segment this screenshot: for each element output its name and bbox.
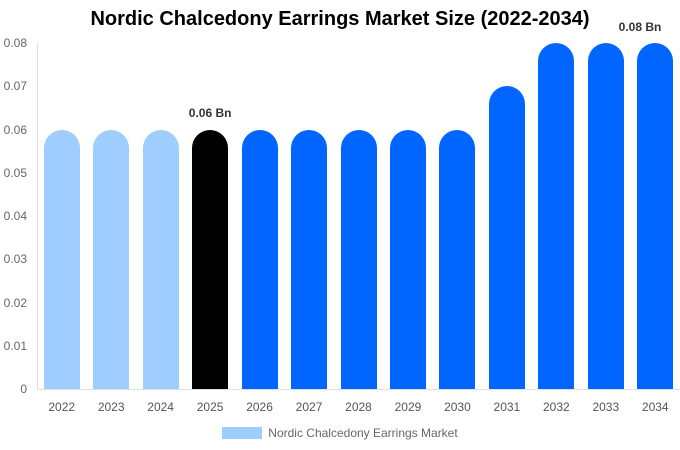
legend-swatch (222, 427, 263, 439)
x-tick-label: 2031 (493, 400, 521, 414)
y-tick-label: 0.05 (3, 165, 27, 180)
bar-2034[interactable] (637, 43, 674, 389)
x-tick-label: 2023 (97, 400, 125, 414)
bar-2026[interactable] (241, 129, 278, 389)
y-tick-label: 0.08 (3, 36, 27, 50)
x-tick-label: 2029 (394, 400, 422, 414)
y-tick-label: 0.07 (3, 79, 27, 94)
x-tick-label: 2025 (196, 400, 224, 414)
bar-2023[interactable] (93, 129, 130, 389)
bar-2022[interactable] (43, 129, 80, 389)
y-axis-line (37, 43, 38, 389)
x-tick-label: 2032 (542, 400, 570, 414)
x-tick-label: 2026 (246, 400, 273, 414)
bar-2032[interactable] (538, 43, 575, 389)
x-tick-label: 2027 (295, 400, 323, 414)
y-tick-label: 0.04 (3, 209, 27, 223)
bar-2029[interactable] (389, 129, 426, 389)
bar-2033[interactable] (587, 43, 624, 389)
y-tick-label: 0.06 (3, 122, 27, 137)
y-tick-label: 0.02 (3, 295, 27, 310)
plot-area (37, 43, 680, 389)
x-axis-line (37, 389, 680, 390)
legend[interactable]: Nordic Chalcedony Earrings Market (0, 426, 680, 440)
y-tick-label: 0.01 (3, 338, 27, 353)
y-tick-label: 0.03 (3, 252, 27, 267)
chart-title: Nordic Chalcedony Earrings Market Size (… (90, 8, 590, 30)
x-tick-label: 2030 (444, 400, 471, 414)
y-tick-label: 0 (20, 382, 27, 396)
bar-2028[interactable] (340, 129, 377, 389)
x-tick-label: 2033 (592, 400, 620, 414)
bar-2031[interactable] (488, 86, 525, 389)
x-tick-label: 2034 (641, 400, 669, 414)
x-tick-label: 2022 (48, 400, 76, 414)
x-tick-label: 2028 (345, 400, 372, 414)
bar-2030[interactable] (439, 129, 476, 389)
data-label-2025: 0.06 Bn (188, 105, 232, 120)
x-tick-label: 2024 (147, 400, 174, 414)
legend-label: Nordic Chalcedony Earrings Market (268, 426, 458, 440)
bar-2024[interactable] (142, 129, 179, 389)
bar-2025[interactable] (192, 129, 229, 389)
data-label-2034: 0.08 Bn (618, 20, 662, 34)
bar-2027[interactable] (291, 129, 328, 389)
